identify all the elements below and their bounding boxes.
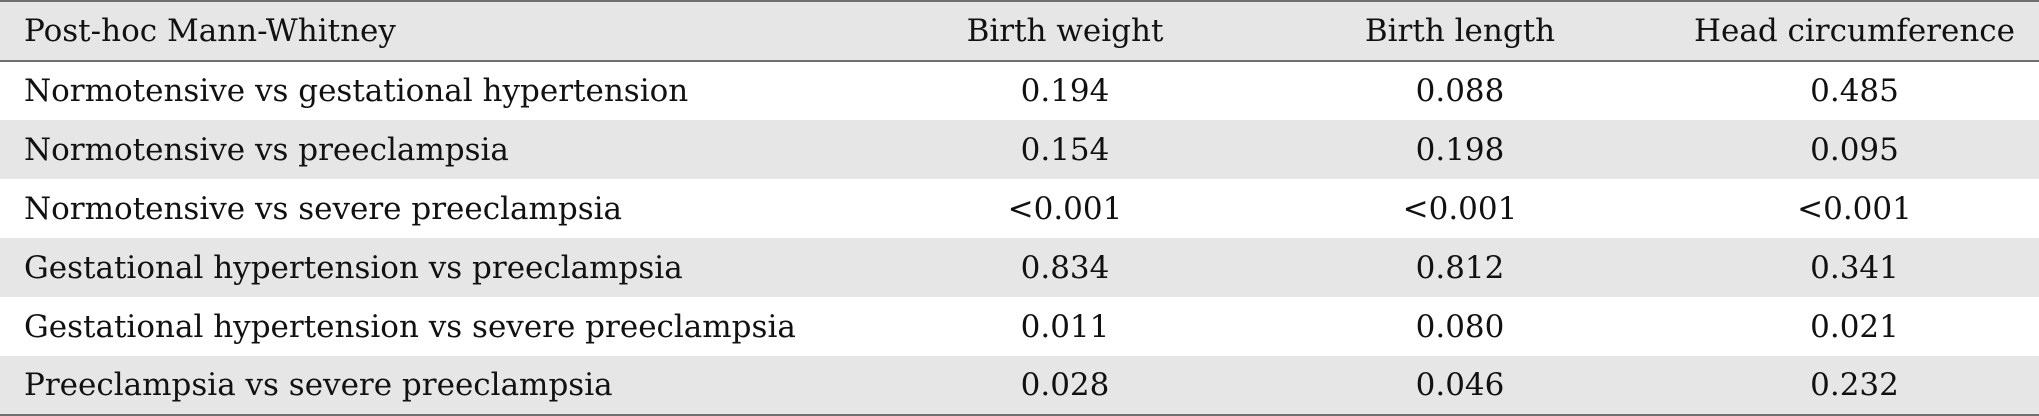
table-body: Normotensive vs gestational hypertension… (0, 61, 2039, 416)
header-head-circumference: Head circumference (1670, 0, 2039, 62)
birth-weight-cell: 0.028 (880, 356, 1250, 416)
comparison-cell: Normotensive vs preeclampsia (24, 131, 509, 168)
head-circumference-cell: 0.485 (1810, 73, 1899, 109)
birth-weight-cell: 0.011 (1020, 308, 1110, 345)
head-circumference-cell: 0.021 (1810, 308, 1899, 345)
birth-weight-cell: 0.194 (1020, 73, 1110, 109)
header-birth-length: Birth length (1250, 0, 1670, 62)
head-circumference-cell: 0.232 (1670, 356, 2039, 416)
table-row: Normotensive vs preeclampsia 0.154 0.198… (0, 120, 2039, 179)
header-birth-weight: Birth weight (880, 0, 1250, 62)
header-comparison: Post-hoc Mann-Whitney (0, 0, 880, 62)
head-circumference-cell: <0.001 (1797, 190, 1912, 227)
birth-length-cell: 0.198 (1415, 131, 1505, 168)
header-row: Post-hoc Mann-Whitney Birth weight Birth… (0, 0, 2039, 62)
birth-length-cell: 0.046 (1250, 356, 1670, 416)
comparison-cell: Normotensive vs gestational hypertension (24, 73, 689, 109)
birth-length-cell: 0.080 (1415, 308, 1505, 345)
head-circumference-cell: 0.095 (1810, 131, 1899, 168)
birth-length-cell: <0.001 (1402, 190, 1518, 227)
table-row: Preeclampsia vs severe preeclampsia 0.02… (0, 356, 2039, 416)
table-row: Normotensive vs gestational hypertension… (0, 61, 2039, 120)
comparison-cell: Preeclampsia vs severe preeclampsia (0, 356, 880, 416)
table-row: Gestational hypertension vs severe preec… (0, 297, 2039, 356)
birth-weight-cell: 0.154 (1020, 131, 1110, 168)
comparison-cell: Gestational hypertension vs severe preec… (24, 308, 796, 345)
table-row: Normotensive vs severe preeclampsia <0.0… (0, 179, 2039, 238)
birth-weight-cell: 0.834 (1020, 249, 1110, 286)
birth-weight-cell: <0.001 (1007, 190, 1123, 227)
birth-length-cell: 0.812 (1415, 249, 1505, 286)
head-circumference-cell: 0.341 (1810, 249, 1899, 286)
comparison-cell: Gestational hypertension vs preeclampsia (24, 249, 683, 286)
table-header: Post-hoc Mann-Whitney Birth weight Birth… (0, 0, 2039, 62)
comparison-cell: Normotensive vs severe preeclampsia (24, 190, 623, 227)
birth-length-cell: 0.088 (1415, 73, 1505, 109)
table-row: Gestational hypertension vs preeclampsia… (0, 238, 2039, 297)
